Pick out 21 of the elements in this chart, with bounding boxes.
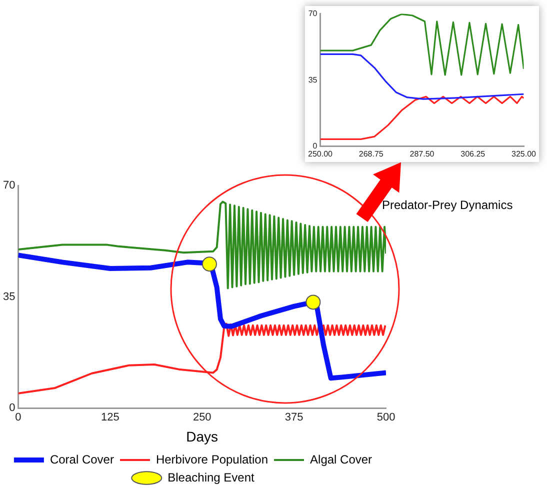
y-tick-label: 35 [308,75,318,84]
legend-label: Herbivore Population [156,452,268,466]
x-tick-label: 250.00 [308,149,334,158]
x-tick-label: 287.50 [410,149,435,158]
y-tick-label: 35 [2,290,16,303]
x-tick-label: 268.75 [358,149,384,158]
legend-label: Bleaching Event [168,470,256,484]
x-tick-label: 375 [284,412,304,424]
y-tick-label: 0 [312,142,318,151]
y-tick-label: 70 [308,9,318,18]
x-axis-title: Days [186,428,218,444]
annotation: Predator-Prey Dynamics [382,198,513,212]
y-tick-label: 70 [2,180,16,192]
x-tick-label: 306.25 [460,149,486,158]
y-tick-label: 0 [9,402,16,414]
x-tick-label: 500 [376,412,396,424]
x-tick-label: 325.00 [512,149,537,158]
x-tick-label: 125 [100,412,120,424]
legend-label: Algal Cover [310,452,372,466]
legend-label: Coral Cover [50,452,114,466]
x-tick-label: 250 [192,412,212,424]
